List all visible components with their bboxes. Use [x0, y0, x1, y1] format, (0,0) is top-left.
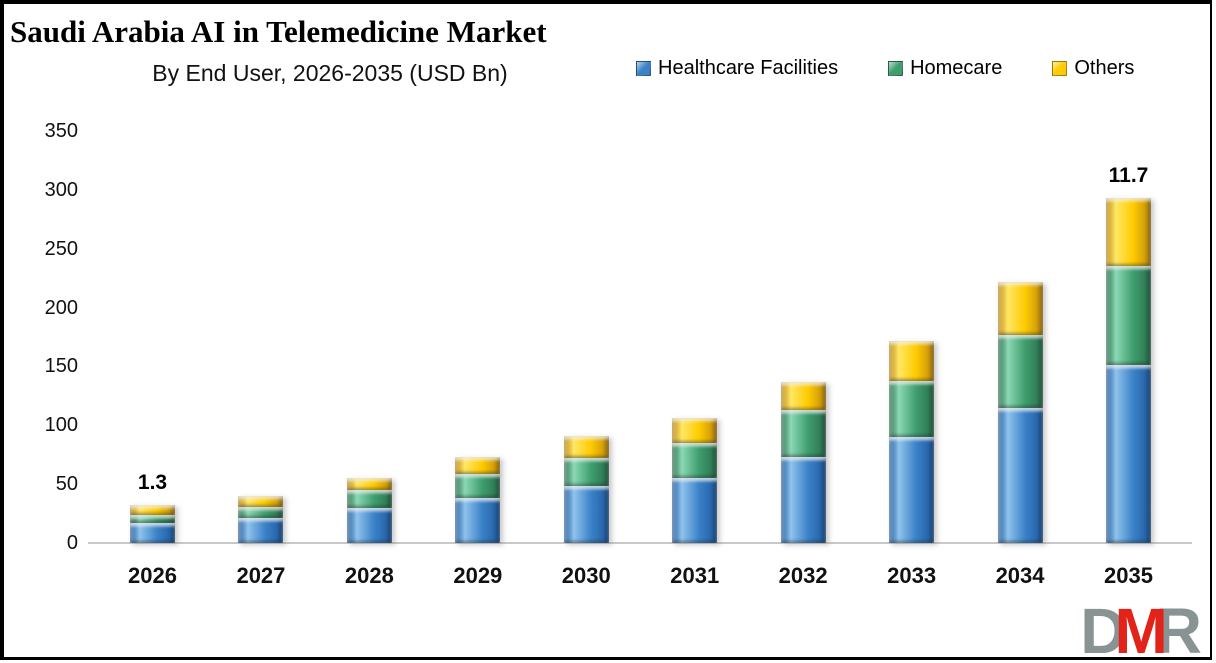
- legend-swatch-healthcare-facilities: [636, 61, 651, 76]
- x-axis-label-2027: 2027: [236, 563, 286, 588]
- bar-2027: [238, 495, 284, 543]
- bar-2032: [780, 381, 826, 543]
- bar-2035-segment-others: [1105, 198, 1151, 267]
- bar-2030: [563, 435, 609, 543]
- legend-label: Others: [1074, 57, 1135, 79]
- data-label-2035: 11.7: [1108, 164, 1149, 188]
- bar-2029-segment-homecare: [455, 473, 501, 499]
- legend-item-healthcare-facilities: Healthcare Facilities: [636, 57, 838, 80]
- bar-2034: [997, 281, 1043, 543]
- bar-2030-segment-healthcare-facilities: [563, 486, 609, 543]
- x-axis-label-2035: 2035: [1104, 563, 1153, 588]
- bar-2031: [672, 418, 718, 543]
- y-axis-tick-label: 300: [44, 178, 78, 201]
- y-axis-tick-label: 250: [44, 237, 78, 260]
- x-axis-label-2029: 2029: [453, 563, 503, 588]
- bar-2034-segment-others: [997, 281, 1043, 335]
- legend-item-homecare: Homecare: [888, 57, 1002, 80]
- bar-2030-segment-others: [563, 435, 609, 459]
- bar-2035: [1105, 198, 1151, 543]
- bar-2033: [889, 340, 935, 543]
- y-axis-tick-label: 350: [44, 120, 78, 142]
- bar-2031-segment-healthcare-facilities: [672, 478, 718, 543]
- legend-label: Homecare: [910, 57, 1003, 79]
- bar-2035-segment-homecare: [1105, 266, 1151, 366]
- bar-2032-segment-others: [780, 381, 826, 410]
- bar-2034-segment-homecare: [997, 334, 1043, 408]
- page-title: Saudi Arabia AI in Telemedicine Market: [10, 14, 547, 49]
- bar-2029: [455, 457, 501, 543]
- bar-2026-segment-homecare: [130, 514, 175, 523]
- page-subtitle: By End User, 2026-2035 (USD Bn): [152, 60, 508, 86]
- logo-letter-d: D: [1080, 595, 1127, 663]
- bar-2028-segment-others: [346, 478, 392, 491]
- legend-swatch-homecare: [888, 61, 904, 76]
- y-axis-tick-label: 100: [44, 414, 78, 437]
- bar-2030-segment-homecare: [563, 458, 609, 487]
- y-axis-tick-label: 150: [44, 355, 78, 378]
- bar-2026: [130, 505, 175, 543]
- logo-letter-m: M: [1114, 595, 1168, 663]
- legend-swatch-others: [1052, 61, 1068, 76]
- x-axis-label-2030: 2030: [561, 563, 611, 588]
- bar-2028-segment-healthcare-facilities: [346, 507, 392, 543]
- legend: Healthcare Facilities Homecare Others: [636, 57, 1134, 80]
- bar-2029-segment-healthcare-facilities: [455, 498, 501, 543]
- bar-2027-segment-healthcare-facilities: [238, 518, 284, 543]
- bar-2028: [346, 478, 392, 543]
- data-label-2026: 1.3: [137, 471, 168, 495]
- bar-2028-segment-homecare: [346, 490, 392, 508]
- x-axis-label-2033: 2033: [887, 563, 937, 588]
- x-axis-label-2026: 2026: [128, 563, 177, 588]
- bar-2034-segment-healthcare-facilities: [997, 407, 1043, 543]
- bar-2033-segment-others: [889, 340, 935, 381]
- legend-label: Healthcare Facilities: [658, 57, 839, 79]
- x-axis-label-2034: 2034: [995, 563, 1045, 588]
- bar-2026-segment-healthcare-facilities: [130, 522, 175, 543]
- x-axis-label-2031: 2031: [670, 563, 720, 588]
- bar-2031-segment-homecare: [672, 442, 718, 479]
- y-axis-tick-label: 50: [55, 473, 78, 496]
- x-axis-label-2032: 2032: [778, 563, 828, 588]
- bar-2027-segment-homecare: [238, 506, 284, 519]
- bar-2035-segment-healthcare-facilities: [1105, 365, 1151, 543]
- bar-2029-segment-others: [455, 457, 501, 474]
- bar-2031-segment-others: [672, 418, 718, 443]
- bar-2033-segment-homecare: [889, 380, 935, 438]
- y-axis-tick-label: 200: [44, 296, 78, 319]
- bar-2027-segment-others: [238, 495, 284, 507]
- logo-letter-r: R: [1155, 595, 1202, 663]
- bar-2032-segment-homecare: [780, 409, 826, 458]
- x-axis-label-2028: 2028: [344, 563, 394, 588]
- bar-2033-segment-healthcare-facilities: [889, 437, 935, 543]
- bar-2026-segment-others: [130, 505, 175, 515]
- bar-2032-segment-healthcare-facilities: [780, 457, 826, 543]
- x-axis-line: [88, 542, 1192, 544]
- y-axis-tick-label: 0: [66, 532, 78, 554]
- legend-item-others: Others: [1052, 57, 1134, 80]
